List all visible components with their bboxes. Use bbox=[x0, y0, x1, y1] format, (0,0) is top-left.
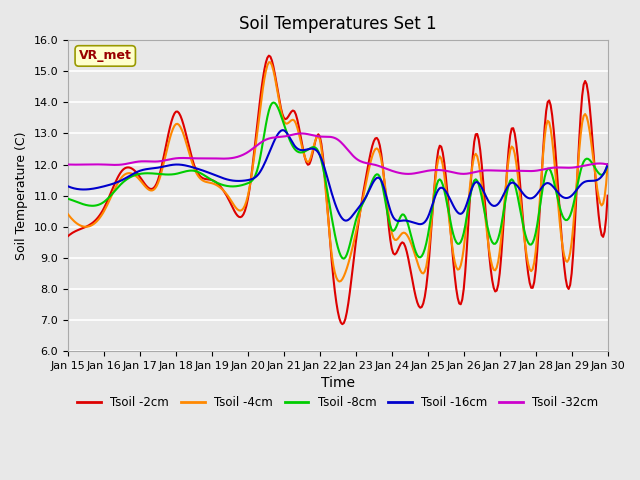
Tsoil -2cm bbox=[404, 255, 412, 261]
Tsoil -2cm bbox=[392, 250, 400, 256]
Tsoil -4cm bbox=[335, 278, 343, 284]
X-axis label: Time: Time bbox=[321, 376, 355, 390]
Tsoil -8cm bbox=[340, 256, 348, 262]
Tsoil -2cm bbox=[541, 124, 548, 130]
Tsoil -2cm bbox=[265, 53, 273, 59]
Tsoil -8cm bbox=[269, 100, 277, 106]
Tsoil -32cm bbox=[604, 162, 611, 168]
Line: Tsoil -4cm: Tsoil -4cm bbox=[68, 62, 607, 281]
Tsoil -32cm bbox=[298, 131, 306, 136]
Tsoil -32cm bbox=[373, 162, 381, 168]
Line: Tsoil -16cm: Tsoil -16cm bbox=[68, 130, 607, 224]
Legend: Tsoil -2cm, Tsoil -4cm, Tsoil -8cm, Tsoil -16cm, Tsoil -32cm: Tsoil -2cm, Tsoil -4cm, Tsoil -8cm, Tsoi… bbox=[72, 391, 603, 414]
Tsoil -8cm bbox=[604, 162, 611, 168]
Tsoil -8cm bbox=[404, 222, 412, 228]
Tsoil -16cm bbox=[417, 221, 424, 227]
Tsoil -2cm bbox=[64, 233, 72, 239]
Tsoil -2cm bbox=[374, 137, 382, 143]
Tsoil -4cm bbox=[164, 141, 172, 146]
Tsoil -4cm bbox=[404, 234, 412, 240]
Tsoil -2cm bbox=[339, 321, 346, 327]
Tsoil -8cm bbox=[541, 174, 548, 180]
Tsoil -32cm bbox=[404, 171, 412, 177]
Tsoil -8cm bbox=[64, 196, 72, 202]
Tsoil -16cm bbox=[164, 163, 172, 168]
Tsoil -16cm bbox=[373, 175, 381, 181]
Tsoil -32cm bbox=[79, 162, 87, 168]
Title: Soil Temperatures Set 1: Soil Temperatures Set 1 bbox=[239, 15, 436, 33]
Tsoil -32cm bbox=[391, 169, 399, 175]
Tsoil -16cm bbox=[403, 218, 411, 224]
Line: Tsoil -8cm: Tsoil -8cm bbox=[68, 103, 607, 259]
Tsoil -4cm bbox=[64, 211, 72, 217]
Tsoil -32cm bbox=[164, 157, 172, 163]
Tsoil -2cm bbox=[604, 193, 611, 199]
Tsoil -2cm bbox=[164, 131, 172, 137]
Tsoil -8cm bbox=[79, 201, 87, 207]
Tsoil -4cm bbox=[266, 60, 274, 65]
Tsoil -8cm bbox=[164, 172, 172, 178]
Tsoil -16cm bbox=[278, 127, 286, 133]
Tsoil -32cm bbox=[403, 171, 411, 177]
Tsoil -4cm bbox=[392, 237, 400, 243]
Tsoil -4cm bbox=[541, 134, 548, 140]
Tsoil -8cm bbox=[392, 224, 400, 230]
Tsoil -2cm bbox=[79, 225, 87, 231]
Tsoil -8cm bbox=[374, 172, 382, 178]
Text: VR_met: VR_met bbox=[79, 49, 132, 62]
Line: Tsoil -2cm: Tsoil -2cm bbox=[68, 56, 607, 324]
Tsoil -4cm bbox=[374, 147, 382, 153]
Tsoil -32cm bbox=[64, 162, 72, 168]
Tsoil -4cm bbox=[79, 224, 87, 229]
Tsoil -16cm bbox=[604, 162, 611, 168]
Tsoil -32cm bbox=[541, 166, 548, 172]
Tsoil -4cm bbox=[604, 162, 611, 168]
Y-axis label: Soil Temperature (C): Soil Temperature (C) bbox=[15, 132, 28, 260]
Tsoil -16cm bbox=[64, 183, 72, 189]
Line: Tsoil -32cm: Tsoil -32cm bbox=[68, 133, 607, 174]
Tsoil -16cm bbox=[79, 187, 87, 192]
Tsoil -16cm bbox=[541, 181, 548, 187]
Tsoil -16cm bbox=[391, 216, 399, 222]
